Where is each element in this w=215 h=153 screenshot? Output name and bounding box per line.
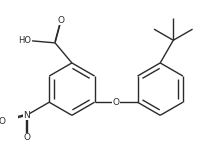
Text: O: O: [0, 117, 5, 126]
Text: O: O: [58, 16, 64, 25]
Text: O: O: [23, 133, 30, 142]
Text: O: O: [113, 98, 120, 107]
Text: N: N: [23, 111, 30, 120]
Text: HO: HO: [18, 36, 31, 45]
